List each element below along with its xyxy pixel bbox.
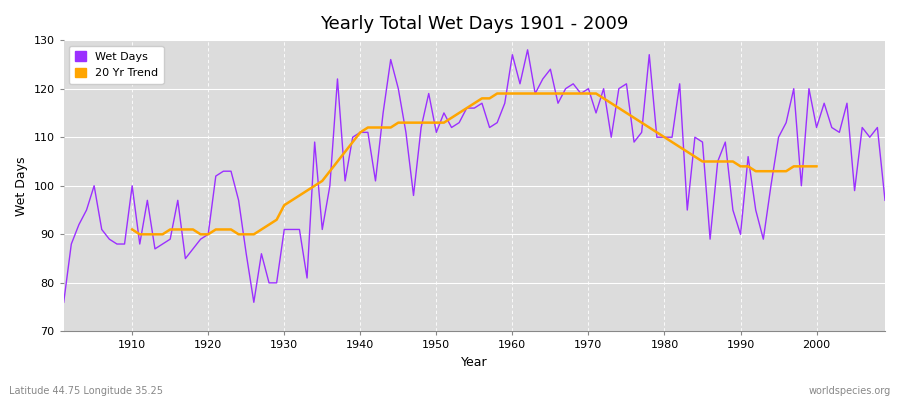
Wet Days <box>507 52 517 57</box>
Wet Days <box>286 227 297 232</box>
Legend: Wet Days, 20 Yr Trend: Wet Days, 20 Yr Trend <box>69 46 164 84</box>
Wet Days <box>522 48 533 52</box>
Wet Days <box>500 101 510 106</box>
20 Yr Trend <box>491 91 502 96</box>
20 Yr Trend <box>218 227 229 232</box>
Text: worldspecies.org: worldspecies.org <box>809 386 891 396</box>
20 Yr Trend <box>294 193 305 198</box>
20 Yr Trend <box>127 227 138 232</box>
20 Yr Trend <box>720 159 731 164</box>
20 Yr Trend <box>811 164 822 169</box>
20 Yr Trend <box>134 232 145 237</box>
Wet Days <box>119 242 130 246</box>
Text: Latitude 44.75 Longitude 35.25: Latitude 44.75 Longitude 35.25 <box>9 386 163 396</box>
Y-axis label: Wet Days: Wet Days <box>15 156 28 216</box>
Wet Days <box>879 198 890 203</box>
Line: 20 Yr Trend: 20 Yr Trend <box>132 94 816 234</box>
20 Yr Trend <box>804 164 814 169</box>
20 Yr Trend <box>310 183 320 188</box>
Wet Days <box>606 135 616 140</box>
20 Yr Trend <box>537 91 548 96</box>
Wet Days <box>332 76 343 81</box>
Wet Days <box>58 300 69 305</box>
X-axis label: Year: Year <box>461 356 488 369</box>
Title: Yearly Total Wet Days 1901 - 2009: Yearly Total Wet Days 1901 - 2009 <box>320 15 628 33</box>
Line: Wet Days: Wet Days <box>64 50 885 302</box>
